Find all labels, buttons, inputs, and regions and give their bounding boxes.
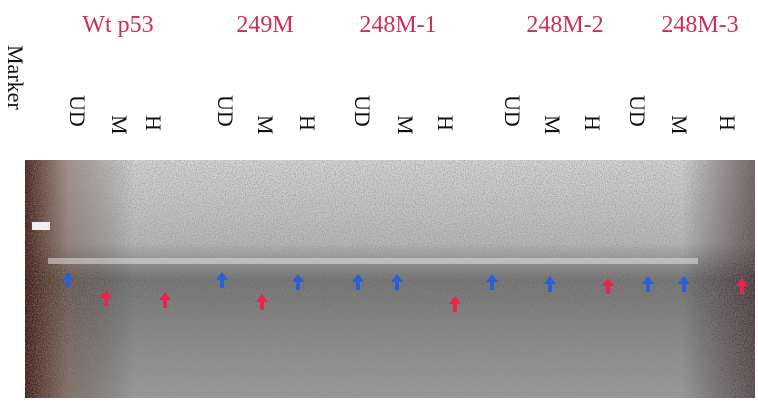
- lane-label: H: [580, 115, 605, 131]
- lane-label: M: [540, 115, 565, 135]
- gel: [25, 160, 755, 398]
- lane-label: M: [107, 115, 132, 135]
- figure: Marker Wt p53UDMH249MUDMH248M-1UDMH248M-…: [0, 0, 758, 402]
- lane-label: H: [715, 115, 740, 131]
- group-label: 249M: [236, 12, 293, 38]
- lane-label: UD: [65, 95, 90, 127]
- lane-label: M: [393, 115, 418, 135]
- lane-label: M: [667, 115, 692, 135]
- group-label: 248M-3: [661, 12, 738, 38]
- lane-label: M: [253, 115, 278, 135]
- lane-label: H: [295, 115, 320, 131]
- group-label: 248M-2: [526, 12, 603, 38]
- group-label: Wt p53: [82, 12, 153, 38]
- lane-label: UD: [213, 95, 238, 127]
- lane-label: UD: [500, 95, 525, 127]
- marker-label: Marker: [3, 45, 28, 110]
- group-label: 248M-1: [359, 12, 436, 38]
- lane-label: UD: [350, 95, 375, 127]
- lane-label: UD: [625, 95, 650, 127]
- lane-label: H: [141, 115, 166, 131]
- lane-label: H: [433, 115, 458, 131]
